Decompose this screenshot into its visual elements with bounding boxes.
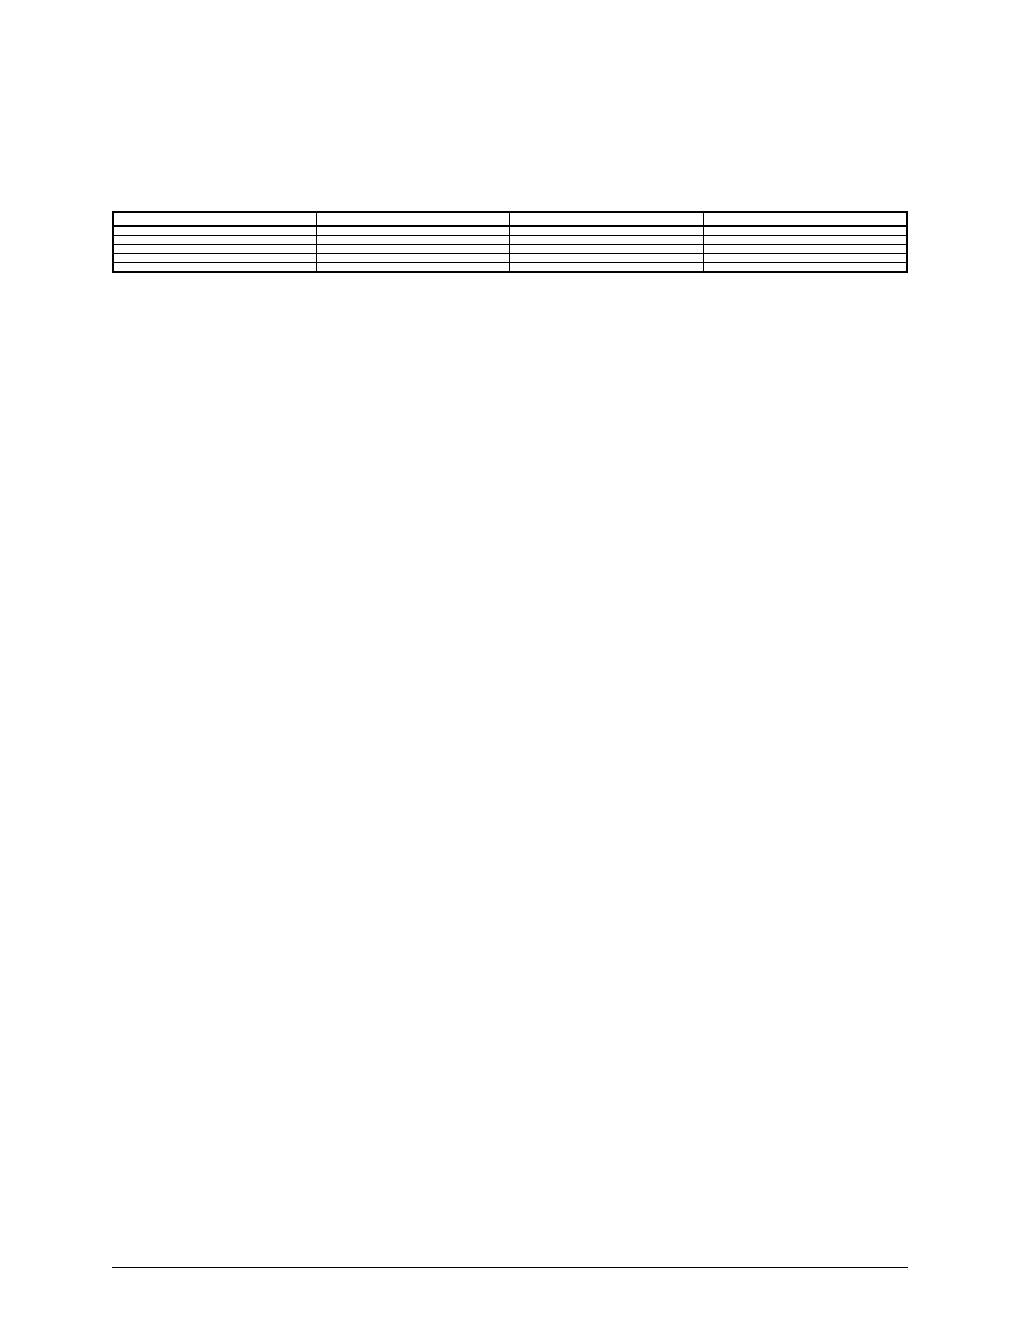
table-cell [113, 226, 317, 236]
table-cell [703, 254, 907, 263]
table-cell [703, 263, 907, 273]
table-cell [317, 236, 510, 245]
table-cell [113, 263, 317, 273]
table-header [317, 212, 510, 226]
table-row [113, 254, 907, 263]
page-title [112, 84, 908, 111]
page [0, 0, 1020, 1320]
table-cell [510, 254, 703, 263]
requirements-table [112, 211, 908, 273]
table-cell [317, 226, 510, 236]
section-heading-15-2 [112, 172, 908, 195]
table-cell [510, 226, 703, 236]
table-header-row [113, 212, 907, 226]
table-cell [317, 245, 510, 254]
table-cell [510, 263, 703, 273]
table-row [113, 263, 907, 273]
table-cell [703, 226, 907, 236]
table-cell [703, 245, 907, 254]
table-cell [510, 245, 703, 254]
table-body [113, 226, 907, 272]
table-cell [113, 236, 317, 245]
table-row [113, 245, 907, 254]
section-heading-15-4 [112, 342, 908, 365]
table-header [510, 212, 703, 226]
table-cell [113, 245, 317, 254]
table-row [113, 236, 907, 245]
table-cell [113, 254, 317, 263]
table-cell [317, 263, 510, 273]
footer-rule [112, 1267, 908, 1268]
table-cell [317, 254, 510, 263]
table-row [113, 226, 907, 236]
table-cell [703, 236, 907, 245]
table-header [113, 212, 317, 226]
section-heading-15-3 [112, 303, 908, 326]
section-heading-15-1 [112, 133, 908, 156]
table-cell [510, 236, 703, 245]
page-footer [112, 1267, 908, 1272]
table-header [703, 212, 907, 226]
